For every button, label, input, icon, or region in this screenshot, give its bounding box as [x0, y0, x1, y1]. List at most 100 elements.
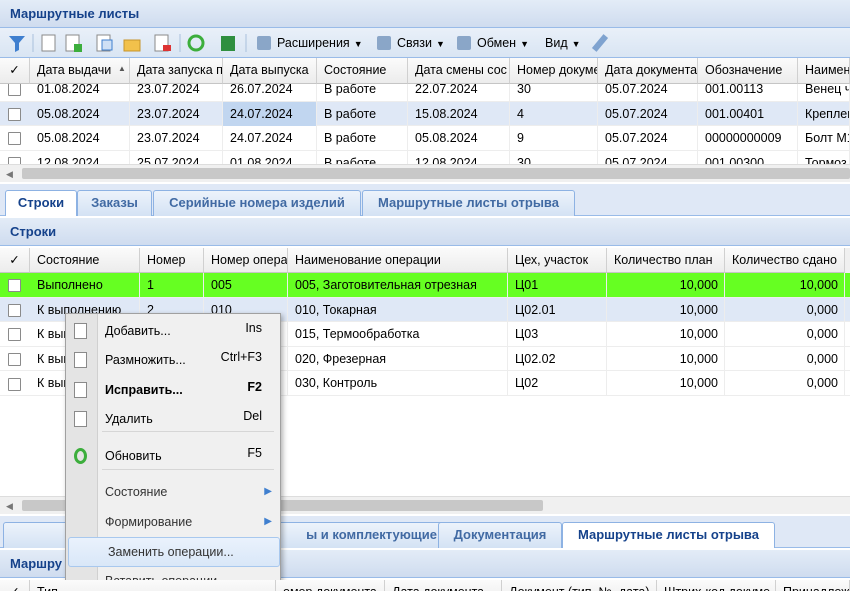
row-checkbox[interactable] — [8, 328, 21, 342]
tab[interactable]: Маршрутные листы отрыва — [362, 190, 575, 216]
grid-cell: 30 — [510, 150, 598, 164]
grid-row[interactable]: 05.08.2024 23.07.2024 24.07.2024 В работе 15… — [0, 101, 850, 126]
column-header[interactable]: Дата смены сос — [408, 58, 510, 84]
menu-item[interactable]: Формирование ▶ — [66, 508, 280, 536]
column-header[interactable]: Тип — [30, 580, 276, 591]
column-header[interactable]: ✓ — [0, 58, 30, 84]
column-header[interactable]: ✓ — [0, 248, 30, 273]
column-header[interactable]: Обозначение — [698, 58, 798, 84]
grid-cell: 001.00113 — [698, 77, 798, 102]
grid-cell: 020, Фрезерная — [288, 346, 508, 372]
grid: ✓ Дата выдачи Дата запуска п Дата выпуска Со… — [0, 58, 850, 164]
column-header[interactable]: Номер опера — [204, 248, 288, 273]
icon — [457, 36, 471, 50]
menu-label: Исправить... — [105, 383, 183, 397]
grid: ✓Типомер документаДата документаДокумент… — [0, 580, 850, 591]
grid-cell: 001.00401 — [698, 101, 798, 126]
column-header[interactable]: ✓ — [0, 580, 30, 591]
column-header[interactable]: Наимен — [798, 58, 850, 84]
toolbar-button[interactable]: Вид ▼ — [544, 32, 581, 54]
grid-row[interactable]: 05.08.2024 23.07.2024 24.07.2024 В работе 05… — [0, 126, 850, 151]
grid-cell: 015, Термообработка — [288, 322, 508, 347]
grid-cell: 12.08.2024 — [408, 150, 510, 164]
column-header[interactable]: Количество план — [607, 248, 725, 273]
grid-cell: 030, Контроль — [288, 371, 508, 396]
row-checkbox[interactable] — [8, 107, 21, 121]
column-header[interactable]: Дата выдачи — [30, 58, 130, 84]
column-header[interactable]: Наименование операции — [288, 248, 508, 273]
menu-item[interactable]: Обновить F5 — [66, 442, 280, 470]
grid-cell: 005, Заготовительная отрезная — [288, 273, 508, 298]
column-header[interactable]: Номер докуме — [510, 58, 598, 84]
menu-item[interactable]: Исправить... F2 — [66, 376, 280, 404]
row-checkbox[interactable] — [8, 156, 21, 164]
column-header[interactable]: омер документа — [276, 580, 385, 591]
grid-cell: 23.07.2024 — [130, 126, 223, 151]
grid-cell: 001.00300 — [698, 150, 798, 164]
column-header[interactable]: Дата запуска п — [130, 58, 223, 84]
column-header[interactable]: Количество сдано — [725, 248, 845, 273]
grid-cell: В работе — [317, 101, 408, 126]
toolbar-label: Вид — [545, 36, 568, 50]
column-header[interactable]: Штрих-код докуме — [657, 580, 776, 591]
menu-shortcut: Ins — [245, 321, 262, 335]
row-checkbox[interactable] — [8, 279, 21, 293]
tab[interactable]: Заказы — [77, 190, 152, 216]
grid-cell: Ц03 — [508, 322, 607, 347]
grid-cell: 30 — [510, 77, 598, 102]
column-header[interactable]: Состояние — [317, 58, 408, 84]
grid-cell: 05.08.2024 — [408, 126, 510, 151]
row-checkbox[interactable] — [8, 303, 21, 317]
grid-cell: 005 — [204, 273, 288, 298]
column-header[interactable]: Дата выпуска — [223, 58, 317, 84]
tab[interactable]: ы и комплектующие — [270, 522, 448, 548]
sort-arrow: ▲ — [118, 64, 126, 73]
row-checkbox[interactable] — [8, 83, 21, 97]
column-header[interactable]: Дата документа — [385, 580, 502, 591]
scrollbar[interactable]: ◀ — [0, 164, 850, 182]
grid-cell: Креплен — [798, 101, 850, 126]
grid-cell: 05.07.2024 — [598, 126, 698, 151]
column-header[interactable]: Состояние — [30, 248, 140, 273]
dropdown-arrow: ▼ — [571, 39, 581, 49]
tab[interactable]: Серийные номера изделий — [153, 190, 361, 216]
grid-cell: 24.07.2024 — [223, 101, 317, 126]
grid-cell: 10,000 — [607, 371, 725, 396]
toolbar-button[interactable]: Расширения ▼ — [253, 32, 363, 54]
column-header[interactable]: Принадлеж — [776, 580, 850, 591]
grid-cell — [204, 346, 288, 372]
column-header[interactable]: Цех, участок — [508, 248, 607, 273]
row-checkbox[interactable] — [8, 132, 21, 146]
toolbar-label: Расширения — [277, 36, 350, 50]
grid-row[interactable]: 12.08.2024 25.07.2024 01.08.2024 В работе 12… — [0, 150, 850, 164]
toolbar-button[interactable]: Обмен ▼ — [453, 32, 529, 54]
toolbar-button[interactable]: Связи ▼ — [373, 32, 445, 54]
row-checkbox[interactable] — [8, 353, 21, 367]
row-checkbox[interactable] — [8, 377, 21, 391]
icon — [377, 36, 391, 50]
tab[interactable]: Строки — [5, 190, 77, 216]
tab[interactable]: Документация — [438, 522, 562, 548]
column-header[interactable]: Номер — [140, 248, 204, 273]
menu-item[interactable]: Заменить операции... — [68, 537, 280, 567]
menu-item[interactable]: Состояние ▶ — [66, 478, 280, 506]
submenu-arrow: ▶ — [264, 516, 272, 527]
menu-item[interactable]: Удалить Del — [66, 405, 280, 433]
tab[interactable]: Маршрутные листы отрыва — [562, 522, 775, 548]
menu-label: Заменить операции... — [108, 545, 234, 559]
menu-label: Обновить — [105, 449, 162, 463]
grid-cell: 25.07.2024 — [130, 150, 223, 164]
grid-cell: 1 — [140, 273, 204, 298]
grid-cell: 0,000 — [725, 297, 845, 323]
menu-item[interactable]: Размножить... Ctrl+F3 — [66, 346, 280, 374]
grid-row[interactable]: Выполнено 1 005 005, Заготовительная отрезн… — [0, 273, 850, 298]
column-header[interactable]: Документ (тип, №, дата) — [502, 580, 657, 591]
menu-icon — [74, 323, 87, 339]
menu-item[interactable]: Добавить... Ins — [66, 317, 280, 345]
submenu-arrow: ▶ — [264, 486, 272, 497]
column-header[interactable]: Дата документа — [598, 58, 698, 84]
grid-cell: Выполнено — [30, 273, 140, 298]
icon — [257, 36, 271, 50]
grid-cell: Ц02 — [508, 371, 607, 396]
grid-cell — [204, 371, 288, 396]
